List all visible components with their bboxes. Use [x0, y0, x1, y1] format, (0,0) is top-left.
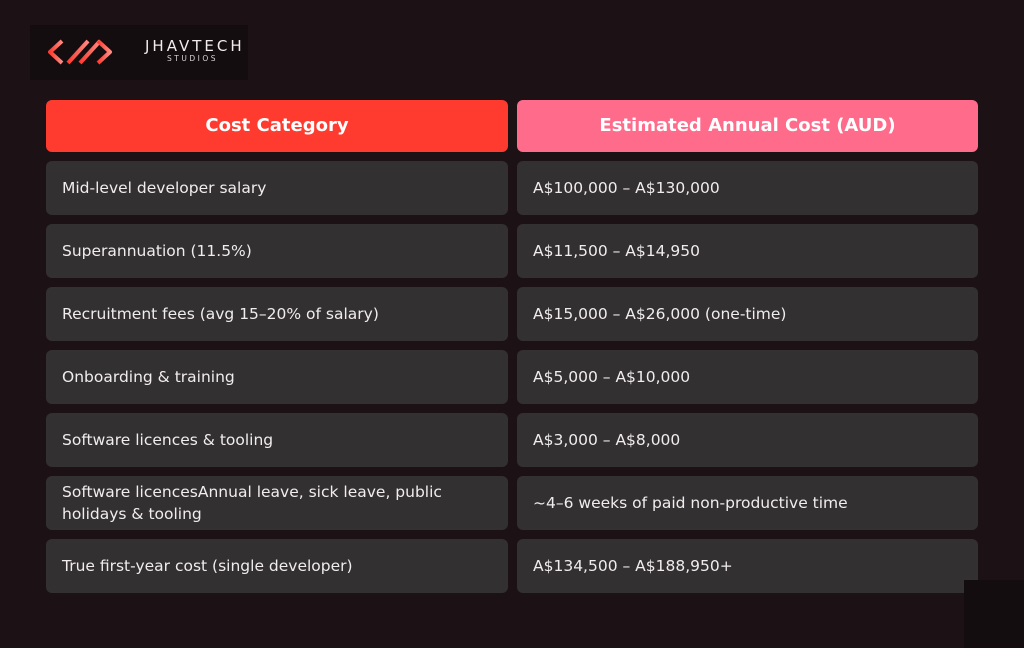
header-cost-category: Cost Category [46, 100, 508, 152]
row-category: True first-year cost (single developer) [46, 539, 508, 593]
row-category: Recruitment fees (avg 15–20% of salary) [46, 287, 508, 341]
row-category: Onboarding & training [46, 350, 508, 404]
row-cost: A$134,500 – A$188,950+ [517, 539, 978, 593]
header-estimated-cost: Estimated Annual Cost (AUD) [517, 100, 978, 152]
table-row: Onboarding & training A$5,000 – A$10,000 [46, 350, 978, 404]
row-cost: ~4–6 weeks of paid non-productive time [517, 476, 978, 530]
brand-logo: JHAVTECH STUDIOS [30, 25, 248, 80]
row-cost: A$11,500 – A$14,950 [517, 224, 978, 278]
row-category: Software licences & tooling [46, 413, 508, 467]
cost-table: Cost Category Estimated Annual Cost (AUD… [46, 100, 978, 602]
table-row: Software licencesAnnual leave, sick leav… [46, 476, 978, 530]
table-row: Software licences & tooling A$3,000 – A$… [46, 413, 978, 467]
jhavtech-logo-icon [48, 39, 112, 65]
row-cost: A$5,000 – A$10,000 [517, 350, 978, 404]
brand-subtitle: STUDIOS [167, 54, 218, 63]
table-row: True first-year cost (single developer) … [46, 539, 978, 593]
row-cost: A$15,000 – A$26,000 (one-time) [517, 287, 978, 341]
table-row: Recruitment fees (avg 15–20% of salary) … [46, 287, 978, 341]
row-category: Mid-level developer salary [46, 161, 508, 215]
row-category: Superannuation (11.5%) [46, 224, 508, 278]
row-category: Software licencesAnnual leave, sick leav… [46, 476, 508, 530]
row-cost: A$100,000 – A$130,000 [517, 161, 978, 215]
brand-name: JHAVTECH [145, 37, 245, 55]
table-header-row: Cost Category Estimated Annual Cost (AUD… [46, 100, 978, 152]
row-cost: A$3,000 – A$8,000 [517, 413, 978, 467]
table-row: Mid-level developer salary A$100,000 – A… [46, 161, 978, 215]
table-row: Superannuation (11.5%) A$11,500 – A$14,9… [46, 224, 978, 278]
corner-decoration [964, 580, 1024, 648]
